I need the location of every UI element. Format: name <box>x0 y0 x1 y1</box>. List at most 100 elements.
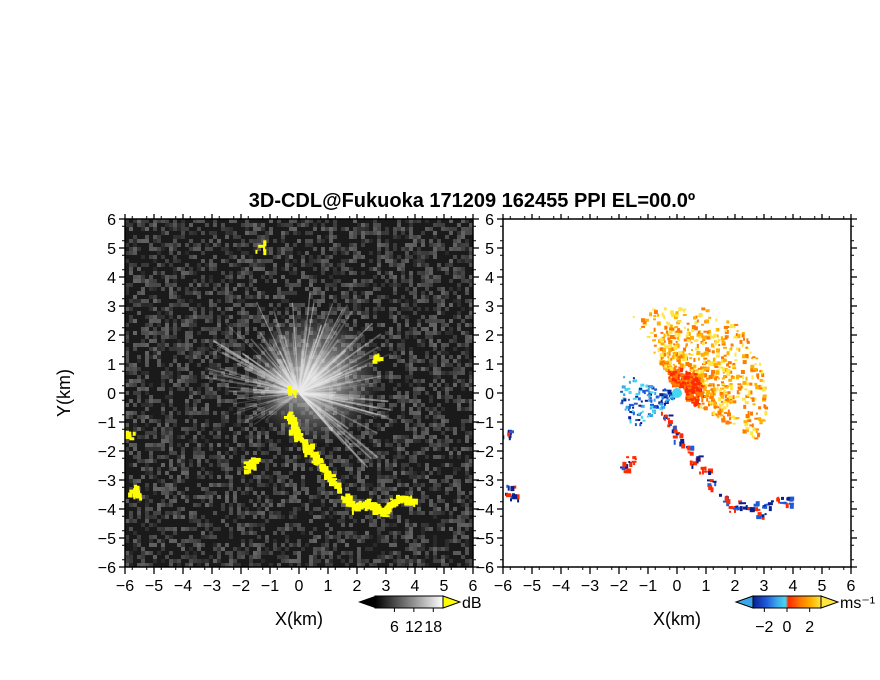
noise-cell <box>169 247 173 251</box>
highlight-pixel <box>377 353 380 358</box>
noise-cell <box>421 359 425 363</box>
noise-cell <box>293 551 297 555</box>
noise-cell <box>217 551 221 555</box>
noise-cell <box>469 323 473 327</box>
noise-cell <box>289 303 293 307</box>
noise-cell <box>149 543 153 547</box>
noise-cell <box>369 439 373 443</box>
noise-cell <box>329 455 333 459</box>
noise-cell <box>453 347 457 351</box>
noise-cell <box>445 343 449 347</box>
noise-cell <box>337 555 341 559</box>
noise-cell <box>457 271 461 275</box>
noise-cell <box>297 523 301 527</box>
noise-cell <box>141 403 145 407</box>
noise-cell <box>297 251 301 255</box>
noise-cell <box>377 227 381 231</box>
highlight-pixel <box>348 502 352 508</box>
noise-cell <box>453 551 457 555</box>
noise-cell <box>161 327 165 331</box>
velocity-pixel <box>726 320 730 324</box>
velocity-pixel <box>672 371 675 374</box>
noise-cell <box>249 259 253 263</box>
noise-cell <box>197 539 201 543</box>
fan-streak <box>298 343 367 394</box>
noise-cell <box>217 395 221 399</box>
noise-cell <box>361 447 365 451</box>
velocity-pixel <box>715 318 718 322</box>
noise-cell <box>217 495 221 499</box>
noise-cell <box>205 223 209 227</box>
noise-cell <box>269 443 273 447</box>
noise-cell <box>145 503 149 507</box>
noise-cell <box>197 247 201 251</box>
noise-cell <box>249 511 253 515</box>
noise-cell <box>177 303 181 307</box>
noise-cell <box>321 259 325 263</box>
noise-cell <box>425 267 429 271</box>
fan-streak <box>298 355 335 394</box>
noise-cell <box>165 435 169 439</box>
noise-cell <box>397 347 401 351</box>
velocity-pixel <box>668 376 671 380</box>
noise-cell <box>449 511 453 515</box>
noise-cell <box>449 539 453 543</box>
noise-cell <box>385 523 389 527</box>
noise-cell <box>201 451 205 455</box>
velocity-pixel <box>705 368 710 371</box>
noise-cell <box>457 403 461 407</box>
noise-cell <box>205 487 209 491</box>
noise-cell <box>165 427 169 431</box>
noise-cell <box>165 243 169 247</box>
noise-cell <box>241 251 245 255</box>
noise-cell <box>141 255 145 259</box>
noise-cell <box>461 503 465 507</box>
noise-cell <box>169 387 173 391</box>
noise-cell <box>469 379 473 383</box>
fan-streak <box>298 333 382 394</box>
noise-cell <box>445 359 449 363</box>
noise-cell <box>225 471 229 475</box>
noise-cell <box>125 287 129 291</box>
noise-cell <box>149 563 153 567</box>
noise-cell <box>417 423 421 427</box>
noise-cell <box>221 331 225 335</box>
noise-cell <box>385 259 389 263</box>
noise-cell <box>461 271 465 275</box>
noise-cell <box>137 535 141 539</box>
noise-cell <box>145 335 149 339</box>
noise-cell <box>169 227 173 231</box>
noise-cell <box>429 267 433 271</box>
noise-cell <box>469 499 473 503</box>
noise-cell <box>329 551 333 555</box>
velocity-pixel <box>754 397 757 401</box>
noise-cell <box>313 547 317 551</box>
fan-streak <box>256 301 300 394</box>
noise-cell <box>345 563 349 567</box>
noise-cell <box>133 319 137 323</box>
noise-cell <box>145 423 149 427</box>
fan-streak <box>298 386 356 394</box>
noise-cell <box>245 459 249 463</box>
noise-cell <box>377 531 381 535</box>
noise-cell <box>465 243 469 247</box>
noise-cell <box>377 263 381 267</box>
noise-cell <box>449 463 453 467</box>
noise-cell <box>409 527 413 531</box>
noise-cell <box>205 439 209 443</box>
noise-cell <box>401 407 405 411</box>
noise-cell <box>197 331 201 335</box>
noise-cell <box>133 243 137 247</box>
noise-cell <box>165 515 169 519</box>
noise-cell <box>137 279 141 283</box>
noise-cell <box>181 379 185 383</box>
noise-cell <box>241 383 245 387</box>
noise-cell <box>161 375 165 379</box>
noise-cell <box>193 419 197 423</box>
noise-cell <box>469 415 473 419</box>
noise-cell <box>449 303 453 307</box>
velocity-pixel <box>676 353 681 357</box>
noise-cell <box>129 519 133 523</box>
noise-cell <box>209 311 213 315</box>
noise-cell <box>169 443 173 447</box>
